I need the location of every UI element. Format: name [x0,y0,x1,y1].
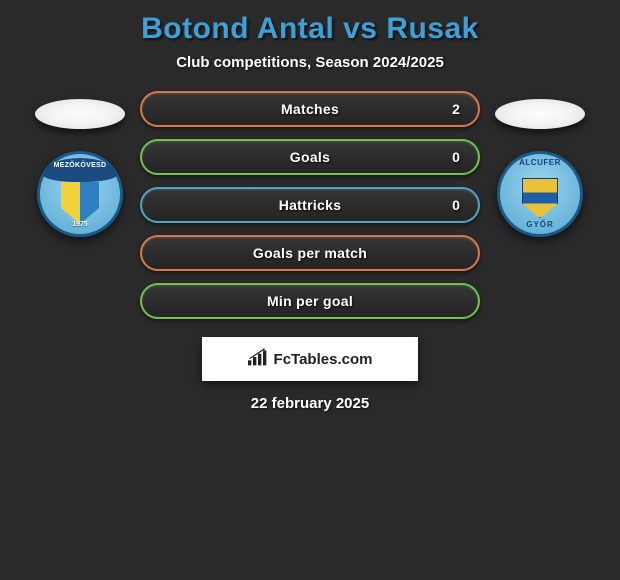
stat-label: Goals [186,149,434,165]
page-title: Botond Antal vs Rusak [0,0,620,54]
badge-top-text: ALCUFER [504,158,576,167]
stat-right-value: 0 [434,149,478,165]
date-line: 22 february 2025 [0,395,620,412]
stat-label: Goals per match [186,245,434,261]
stat-right-value: 2 [434,101,478,117]
right-player-column: ALCUFER GYŐR [490,91,590,237]
stat-label: Min per goal [186,293,434,309]
brand-chart-icon [248,348,268,370]
stat-row: Min per goal [140,283,480,319]
stats-column: Matches2Goals0Hattricks0Goals per matchM… [140,91,480,319]
badge-shield [61,182,99,224]
comparison-row: MEZŐKÖVESD 1975 Matches2Goals0Hattricks0… [0,91,620,319]
player-silhouette-left [35,99,125,129]
stat-row: Goals0 [140,139,480,175]
left-player-column: MEZŐKÖVESD 1975 [30,91,130,237]
stat-row: Goals per match [140,235,480,271]
stat-label: Matches [186,101,434,117]
stat-row: Matches2 [140,91,480,127]
brand-text: FcTables.com [274,351,373,368]
player-silhouette-right [495,99,585,129]
brand-box[interactable]: FcTables.com [202,337,418,381]
stat-row: Hattricks0 [140,187,480,223]
badge-year: 1975 [40,221,120,228]
stat-right-value: 0 [434,197,478,213]
badge-ribbon-text: MEZŐKÖVESD [40,162,120,169]
badge-shield-right [522,178,558,218]
club-badge-right: ALCUFER GYŐR [497,151,583,237]
club-badge-left: MEZŐKÖVESD 1975 [37,151,123,237]
stat-label: Hattricks [186,197,434,213]
badge-bottom-text: GYŐR [500,220,580,229]
subtitle: Club competitions, Season 2024/2025 [0,54,620,91]
